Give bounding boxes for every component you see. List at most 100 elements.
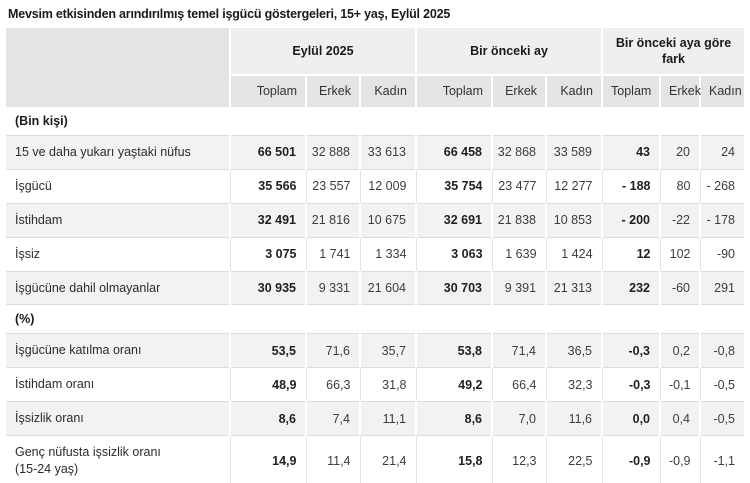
cell-value: 66 458 xyxy=(415,135,493,170)
cell-value: 66,4 xyxy=(491,367,547,403)
cell-value: -90 xyxy=(699,237,745,272)
cell-value: 66,3 xyxy=(305,367,360,403)
cell-value: 7,0 xyxy=(491,401,547,436)
table-row: İstihdam 32 491 21 816 10 675 32 691 21 838 10… xyxy=(6,203,745,238)
cell-value: 35,7 xyxy=(358,333,417,369)
cell-value: -0,5 xyxy=(699,401,745,436)
row-label: Genç nüfusta işsizlik oranı (15-24 yaş) xyxy=(6,435,230,483)
table-row: 15 ve daha yukarı yaştaki nüfus 66 501 32 … xyxy=(6,135,745,170)
cell-value: -0,3 xyxy=(601,333,661,369)
row-label: 15 ve daha yukarı yaştaki nüfus xyxy=(6,135,230,170)
cell-value: -0,9 xyxy=(601,435,661,483)
table-body: (Bin kişi) 15 ve daha yukarı yaştaki nüfu… xyxy=(6,106,745,483)
cell-value: 3 063 xyxy=(415,237,493,272)
subheader-erkek: Erkek xyxy=(491,75,547,107)
cell-value: 1 741 xyxy=(305,237,360,272)
cell-value: 232 xyxy=(601,271,661,306)
row-label: İstihdam oranı xyxy=(6,367,230,403)
cell-value: 32 868 xyxy=(491,135,547,170)
cell-value: 21 838 xyxy=(491,203,547,238)
cell-value: 0,2 xyxy=(659,333,701,369)
cell-value: -60 xyxy=(659,271,701,306)
cell-value: 71,6 xyxy=(305,333,360,369)
cell-value: 22,5 xyxy=(545,435,603,483)
cell-value: 21 604 xyxy=(358,271,417,306)
cell-value: 23 557 xyxy=(305,169,360,204)
cell-value: 15,8 xyxy=(415,435,493,483)
cell-value: 1 424 xyxy=(545,237,603,272)
cell-value: 11,6 xyxy=(545,401,603,436)
cell-value: 10 853 xyxy=(545,203,603,238)
table-row: İşgücü 35 566 23 557 12 009 35 754 23 477 12 2… xyxy=(6,169,745,204)
section-label: (Bin kişi) xyxy=(6,106,745,136)
subheader-kadin: Kadın xyxy=(358,75,417,107)
cell-value: - 200 xyxy=(601,203,661,238)
cell-value: 0,4 xyxy=(659,401,701,436)
row-label: İşgücüne katılma oranı xyxy=(6,333,230,369)
section-row: (%) xyxy=(6,304,745,335)
cell-value: 30 703 xyxy=(415,271,493,306)
cell-value: 20 xyxy=(659,135,701,170)
cell-value: 32 491 xyxy=(229,203,306,238)
cell-value: 48,9 xyxy=(229,367,306,403)
page-title: Mevsim etkisinden arındırılmış temel işg… xyxy=(8,7,451,21)
cell-value: -0,3 xyxy=(601,367,661,403)
row-label: İstihdam xyxy=(6,203,230,238)
table-row: İstihdam oranı 48,9 66,3 31,8 49,2 66,4 32,3 -0… xyxy=(6,367,745,403)
subheader-erkek: Erkek xyxy=(659,75,701,107)
row-label: İşsiz xyxy=(6,237,230,272)
cell-value: 11,1 xyxy=(358,401,417,436)
row-label: İşgücüne dahil olmayanlar xyxy=(6,271,230,306)
cell-value: - 188 xyxy=(601,169,661,204)
subheader-toplam: Toplam xyxy=(601,75,661,107)
cell-value: 66 501 xyxy=(229,135,306,170)
cell-value: 32 888 xyxy=(305,135,360,170)
cell-value: 291 xyxy=(699,271,745,306)
subheader-kadin: Kadın xyxy=(699,75,745,107)
cell-value: 9 331 xyxy=(305,271,360,306)
cell-value: -0,9 xyxy=(659,435,701,483)
cell-value: 1 334 xyxy=(359,237,417,272)
cell-value: -0,5 xyxy=(699,367,745,403)
cell-value: 35 566 xyxy=(229,169,306,204)
cell-value: 8,6 xyxy=(415,401,493,436)
cell-value: 9 391 xyxy=(491,271,547,306)
row-label: İşsizlik oranı xyxy=(6,401,230,436)
cell-value: - 178 xyxy=(699,203,745,238)
cell-value: 11,4 xyxy=(305,435,360,483)
table-row: İşsizlik oranı 8,6 7,4 11,1 8,6 7,0 11,6 0,0 0,4… xyxy=(6,401,745,436)
table-row: İşgücüne katılma oranı 53,5 71,6 35,7 53,8 71… xyxy=(6,333,745,369)
cell-value: 21,4 xyxy=(359,435,417,483)
cell-value: 33 613 xyxy=(358,135,417,170)
table-row: Genç nüfusta işsizlik oranı (15-24 yaş) 1… xyxy=(6,435,745,483)
row-label: İşgücü xyxy=(6,169,230,204)
cell-value: 12 xyxy=(601,237,661,272)
cell-value: 7,4 xyxy=(305,401,360,436)
cell-value: 53,5 xyxy=(229,333,306,369)
cell-value: 12 009 xyxy=(359,169,417,204)
subheader-kadin: Kadın xyxy=(545,75,603,107)
cell-value: - 268 xyxy=(699,169,745,204)
cell-value: 32 691 xyxy=(415,203,493,238)
cell-value: -22 xyxy=(659,203,701,238)
table-row: İşgücüne dahil olmayanlar 30 935 9 331 21 6… xyxy=(6,271,745,306)
labour-indicators-table: Eylül 2025 Bir önceki ay Bir önceki aya … xyxy=(6,28,745,483)
cell-value: 32,3 xyxy=(545,367,603,403)
cell-value: 80 xyxy=(659,169,701,204)
cell-value: 10 675 xyxy=(358,203,417,238)
cell-value: 24 xyxy=(699,135,745,170)
cell-value: 49,2 xyxy=(415,367,493,403)
cell-value: 21 313 xyxy=(545,271,603,306)
cell-value: 12,3 xyxy=(491,435,547,483)
cell-value: 12 277 xyxy=(545,169,603,204)
cell-value: 23 477 xyxy=(491,169,547,204)
cell-value: 36,5 xyxy=(545,333,603,369)
cell-value: 3 075 xyxy=(229,237,306,272)
table-header: Eylül 2025 Bir önceki ay Bir önceki aya … xyxy=(6,28,745,107)
section-label: (%) xyxy=(6,304,745,335)
subheader-toplam: Toplam xyxy=(415,75,493,107)
subheader-erkek: Erkek xyxy=(305,75,360,107)
cell-value: 71,4 xyxy=(491,333,547,369)
cell-value: 1 639 xyxy=(491,237,547,272)
